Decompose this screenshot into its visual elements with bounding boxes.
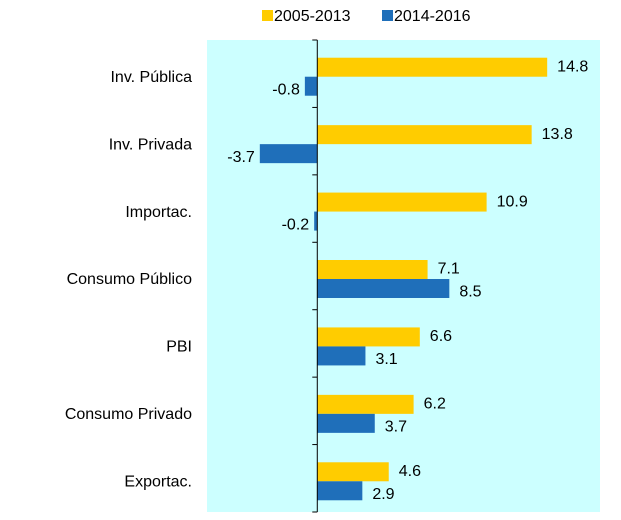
- bar: [317, 57, 548, 77]
- value-label: -0.2: [282, 216, 310, 233]
- value-label: 10.9: [497, 193, 528, 210]
- bar: [317, 413, 375, 433]
- bar: [317, 462, 389, 482]
- bar: [317, 481, 363, 501]
- value-label: 14.8: [557, 58, 588, 75]
- bar: [317, 192, 487, 212]
- value-label: 7.1: [438, 261, 460, 278]
- legend-swatch: [382, 10, 393, 21]
- value-label: 2.9: [372, 486, 394, 503]
- bar: [317, 327, 420, 347]
- category-label: Consumo Privado: [65, 406, 192, 423]
- legend-swatch: [262, 10, 273, 21]
- category-label: Inv. Pública: [110, 69, 192, 86]
- value-label: 13.8: [542, 126, 573, 143]
- bar: [304, 76, 318, 96]
- value-label: 3.1: [375, 351, 397, 368]
- bar: [317, 260, 428, 279]
- value-label: 6.6: [430, 328, 452, 345]
- category-label: Inv. Privada: [109, 136, 192, 153]
- bar: [317, 346, 366, 366]
- category-label: Exportac.: [124, 474, 192, 491]
- bar: [317, 394, 414, 414]
- category-label: Consumo Público: [67, 271, 193, 288]
- bar: [317, 279, 450, 298]
- category-label: Importac.: [125, 204, 192, 221]
- value-label: -3.7: [227, 149, 255, 166]
- bar: [317, 125, 532, 145]
- value-label: -0.8: [272, 81, 300, 98]
- bar: [314, 211, 318, 231]
- bar: [259, 144, 318, 164]
- legend-label: 2014-2016: [394, 8, 471, 25]
- value-label: 3.7: [385, 419, 407, 436]
- category-label: PBI: [166, 339, 192, 356]
- value-label: 4.6: [399, 463, 421, 480]
- value-label: 8.5: [459, 284, 481, 301]
- legend-label: 2005-2013: [274, 8, 351, 25]
- value-label: 6.2: [424, 396, 446, 413]
